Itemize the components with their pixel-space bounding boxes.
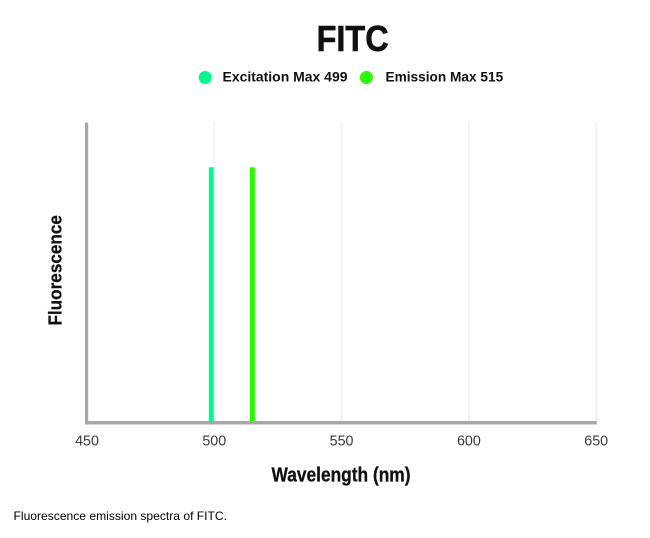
svg-text:550: 550 <box>330 433 354 449</box>
svg-text:Fluorescence: Fluorescence <box>45 215 66 326</box>
svg-text:FITC: FITC <box>317 18 389 59</box>
svg-text:Emission Max 515: Emission Max 515 <box>386 70 504 85</box>
svg-text:Wavelength (nm): Wavelength (nm) <box>272 465 411 487</box>
svg-text:Fluorescence emission spectra: Fluorescence emission spectra of FITC. <box>14 509 228 523</box>
svg-text:600: 600 <box>457 433 481 449</box>
svg-text:450: 450 <box>75 433 99 449</box>
svg-text:Excitation Max 499: Excitation Max 499 <box>223 70 348 85</box>
svg-text:650: 650 <box>584 433 608 449</box>
svg-text:500: 500 <box>202 433 226 449</box>
